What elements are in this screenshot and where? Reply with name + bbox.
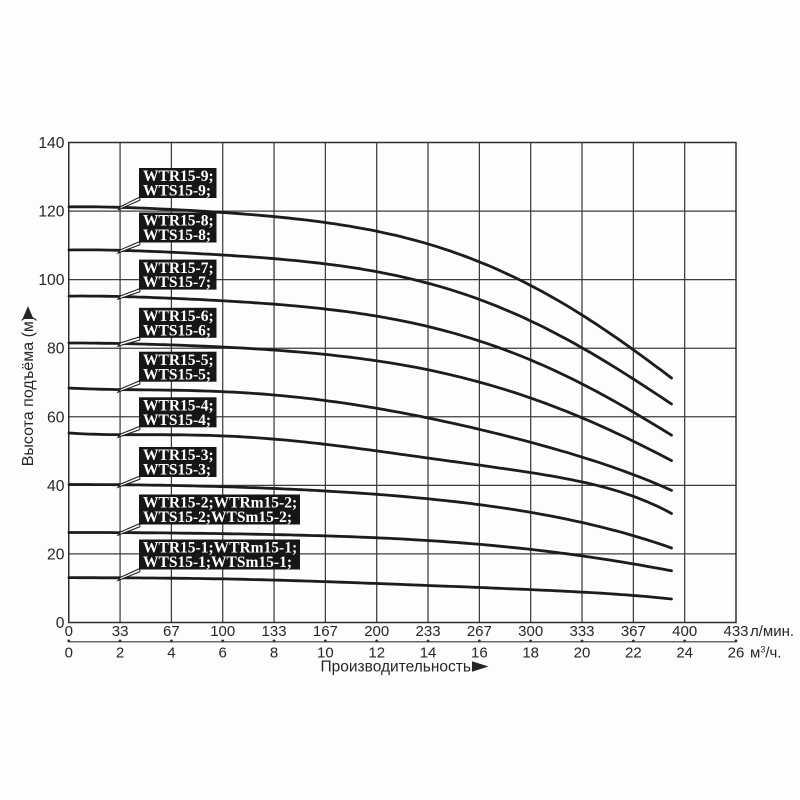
svg-text:WTR15-4;: WTR15-4;	[143, 398, 214, 415]
svg-text:WTS15-5;: WTS15-5;	[143, 366, 211, 383]
svg-text:WTR15-2;WTRm15-2;: WTR15-2;WTRm15-2;	[143, 495, 297, 512]
svg-text:67: 67	[163, 623, 180, 640]
svg-text:20: 20	[574, 645, 591, 662]
svg-text:0: 0	[65, 645, 73, 662]
svg-text:2: 2	[116, 645, 124, 662]
svg-text:Высота подъёма (м): Высота подъёма (м)	[20, 316, 37, 466]
svg-text:WTS15-4;: WTS15-4;	[143, 412, 211, 429]
svg-text:14: 14	[420, 645, 437, 662]
svg-text:33: 33	[112, 623, 129, 640]
svg-text:WTR15-7;: WTR15-7;	[143, 260, 214, 277]
svg-text:WTR15-8;: WTR15-8;	[143, 213, 214, 230]
svg-text:6: 6	[219, 645, 227, 662]
svg-text:WTR15-5;: WTR15-5;	[143, 352, 214, 369]
svg-text:10: 10	[317, 645, 334, 662]
svg-text:WTS15-8;: WTS15-8;	[143, 227, 211, 244]
svg-text:WTS15-3;: WTS15-3;	[143, 462, 211, 479]
svg-text:200: 200	[364, 623, 389, 640]
svg-text:0: 0	[56, 615, 65, 632]
svg-text:433: 433	[723, 623, 748, 640]
svg-text:WTS15-2;WTSm15-2;: WTS15-2;WTSm15-2;	[143, 509, 292, 526]
svg-text:м3/ч.: м3/ч.	[750, 645, 781, 662]
svg-text:26: 26	[728, 645, 745, 662]
svg-text:400: 400	[672, 623, 697, 640]
svg-text:22: 22	[625, 645, 642, 662]
svg-text:4: 4	[167, 645, 175, 662]
svg-text:20: 20	[47, 546, 65, 563]
svg-text:WTR15-3;: WTR15-3;	[143, 447, 214, 464]
svg-text:167: 167	[313, 623, 338, 640]
svg-text:40: 40	[47, 478, 65, 495]
svg-text:WTR15-1;WTRm15-1;: WTR15-1;WTRm15-1;	[143, 540, 297, 557]
svg-text:WTS15-6;: WTS15-6;	[143, 322, 211, 339]
svg-text:18: 18	[522, 645, 539, 662]
svg-text:0: 0	[65, 623, 73, 640]
svg-text:WTR15-9;: WTR15-9;	[143, 168, 214, 185]
svg-text:80: 80	[47, 341, 65, 358]
svg-text:140: 140	[38, 135, 64, 152]
svg-text:WTS15-9;: WTS15-9;	[143, 183, 211, 200]
svg-text:120: 120	[38, 204, 64, 221]
svg-text:367: 367	[621, 623, 646, 640]
svg-text:24: 24	[676, 645, 693, 662]
svg-text:8: 8	[270, 645, 278, 662]
svg-text:Производительность: Производительность	[321, 658, 471, 675]
svg-text:133: 133	[262, 623, 287, 640]
svg-text:WTR15-6;: WTR15-6;	[143, 308, 214, 325]
svg-text:WTS15-7;: WTS15-7;	[143, 274, 211, 291]
svg-text:267: 267	[467, 623, 492, 640]
svg-text:100: 100	[38, 272, 64, 289]
svg-text:60: 60	[47, 409, 65, 426]
svg-text:12: 12	[368, 645, 385, 662]
svg-text:WTS15-1;WTSm15-1;: WTS15-1;WTSm15-1;	[143, 554, 292, 571]
svg-text:100: 100	[210, 623, 235, 640]
svg-text:16: 16	[471, 645, 488, 662]
svg-text:333: 333	[570, 623, 595, 640]
svg-text:л/мин.: л/мин.	[750, 623, 794, 640]
svg-text:300: 300	[518, 623, 543, 640]
svg-text:233: 233	[416, 623, 441, 640]
